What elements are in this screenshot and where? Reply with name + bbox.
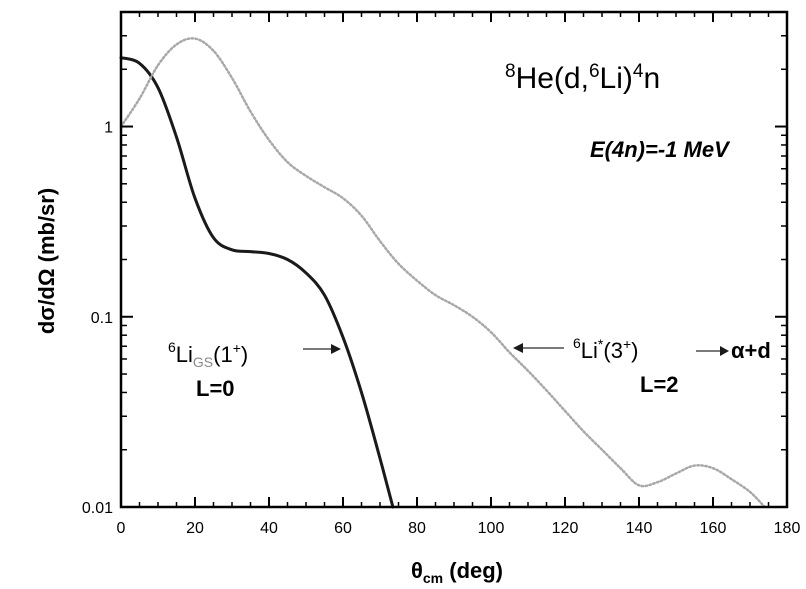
curves-layer: [119, 37, 767, 509]
x-axis-title-subscript: cm: [423, 570, 443, 586]
series1-sup-plus: +: [233, 340, 241, 356]
series1-sup-6: 6: [168, 339, 176, 355]
series1-arrow: [303, 344, 341, 354]
series2-close: ): [631, 338, 638, 363]
reaction-sup-4: 4: [633, 61, 644, 82]
reaction-n: n: [643, 62, 660, 95]
x-tick-label: 120: [552, 520, 579, 537]
series2-li: Li: [581, 338, 598, 363]
reaction-label: 8He(d,6Li)4n: [505, 61, 660, 95]
series2-label: 6Li*(3+): [573, 335, 638, 363]
decay-arrow: [696, 346, 729, 356]
y-tick-label: 1: [104, 120, 113, 137]
series2-sup-plus: +: [623, 336, 631, 352]
axes-layer: 0 20 40 60 80 100 120 140 160 180 0.01 0.1 1: [82, 10, 801, 537]
series2-decay-products: α+d: [731, 338, 771, 363]
y-axis-title: dσ/dΩ (mb/sr): [34, 188, 59, 334]
x-tick-label: 40: [260, 520, 278, 537]
x-axis-title-unit: (deg): [443, 558, 503, 583]
series2-l-label: L=2: [640, 372, 679, 397]
x-axis-title: θcm (deg): [411, 558, 503, 586]
y-tick-label: 0.1: [91, 310, 113, 327]
series1-l-label: L=0: [196, 376, 235, 401]
x-tick-label: 140: [626, 520, 653, 537]
series1-li: Li: [176, 342, 193, 367]
x-tick-label: 20: [186, 520, 204, 537]
series2-sup-6: 6: [573, 335, 581, 351]
x-axis-title-theta: θ: [411, 558, 423, 583]
series2-sup-star: *: [598, 336, 604, 352]
series1-sub-gs: GS: [193, 354, 213, 370]
series2-paren: (3: [603, 338, 623, 363]
series-1-curve: [119, 56, 395, 509]
reaction-li: Li): [600, 62, 633, 95]
reaction-sup-6: 6: [589, 61, 600, 82]
x-tick-label: 0: [117, 520, 126, 537]
y-tick-label: 0.01: [82, 500, 113, 517]
series1-paren: (1: [213, 342, 233, 367]
series2-arrow: [513, 343, 564, 353]
energy-label: E(4n)=-1 MeV: [590, 137, 731, 162]
x-tick-label: 180: [774, 520, 801, 537]
x-tick-label: 80: [408, 520, 426, 537]
x-tick-label: 100: [478, 520, 505, 537]
series-2-curve: [119, 37, 767, 509]
series1-close: ): [241, 342, 248, 367]
reaction-sup-8: 8: [505, 61, 516, 82]
series1-label: 6LiGS(1+): [168, 339, 248, 370]
x-tick-label: 60: [334, 520, 352, 537]
reaction-he-d: He(d,: [516, 62, 589, 95]
x-tick-label: 160: [700, 520, 727, 537]
